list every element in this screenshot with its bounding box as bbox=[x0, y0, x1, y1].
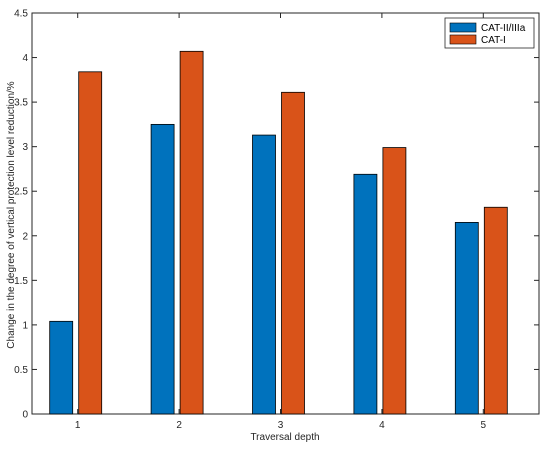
y-axis-ticks: 0 0.5 1 1.5 2 2.5 3 3.5 4 4.5 bbox=[14, 9, 539, 421]
y-tick-label: 1.5 bbox=[14, 276, 28, 287]
x-axis-label: Traversal depth bbox=[250, 432, 319, 443]
bar-cat-ii-iiia-4 bbox=[353, 173, 378, 415]
x-tick-label: 4 bbox=[379, 420, 385, 431]
x-tick-label: 5 bbox=[481, 420, 487, 431]
bar-cat-ii-iiia-2 bbox=[150, 123, 175, 415]
bar-cat-i-1 bbox=[78, 71, 103, 415]
legend-label: CAT-I bbox=[481, 35, 506, 46]
y-tick-label: 0.5 bbox=[14, 365, 28, 376]
x-tick-label: 3 bbox=[278, 420, 284, 431]
y-tick-label: 1 bbox=[22, 320, 28, 331]
x-tick-label: 1 bbox=[75, 420, 81, 431]
legend-swatch bbox=[449, 34, 477, 45]
bar-cat-i-3 bbox=[281, 91, 305, 415]
y-tick-label: 4.5 bbox=[14, 9, 28, 20]
bar-cat-ii-iiia-3 bbox=[252, 134, 276, 415]
bar-cat-ii-iiia-5 bbox=[454, 222, 479, 415]
bar-cat-i-2 bbox=[179, 50, 204, 415]
legend-label: CAT-II/IIIa bbox=[481, 23, 526, 34]
y-tick-label: 3 bbox=[22, 142, 28, 153]
y-axis-label: Change in the degree of vertical protect… bbox=[6, 81, 17, 348]
bar-cat-i-4 bbox=[382, 147, 407, 415]
bar-cat-i-5 bbox=[483, 206, 508, 415]
y-tick-label: 3.5 bbox=[14, 98, 28, 109]
y-tick-label: 2.5 bbox=[14, 187, 28, 198]
bar-cat-ii-iiia-1 bbox=[49, 320, 74, 415]
legend-swatch bbox=[449, 22, 477, 33]
y-tick-label: 2 bbox=[22, 231, 28, 242]
x-axis-ticks: 1 2 3 4 5 bbox=[75, 13, 487, 431]
bars-group bbox=[49, 50, 508, 415]
y-tick-label: 0 bbox=[22, 410, 28, 421]
y-tick-label: 4 bbox=[22, 53, 28, 64]
x-tick-label: 2 bbox=[176, 420, 182, 431]
